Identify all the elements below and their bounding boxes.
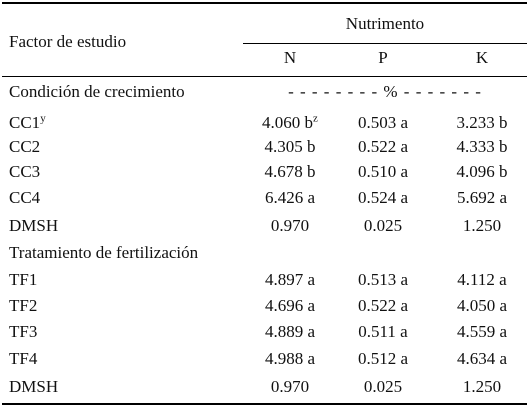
- cell-k: 3.233 b: [456, 113, 508, 132]
- cell-p: 0.511 a: [358, 322, 408, 341]
- row-label: CC3: [9, 162, 41, 181]
- cell-p: 0.524 a: [357, 188, 409, 207]
- cell-n: 6.426 a: [264, 188, 316, 207]
- footnote-marker: z: [313, 112, 318, 125]
- cell-n: 4.060 bz: [262, 112, 318, 132]
- cell-p: 0.522 a: [357, 137, 409, 156]
- column-header-k: K: [475, 48, 489, 67]
- cell-p: 0.513 a: [357, 270, 409, 289]
- cell-n: 4.889 a: [264, 322, 316, 341]
- cell-p: 0.503 a: [357, 113, 409, 132]
- row-label: DMSH: [9, 377, 59, 396]
- cell-k: 4.050 a: [456, 296, 508, 315]
- cell-n: 0.970: [270, 216, 310, 235]
- cell-k: 1.250: [462, 216, 502, 235]
- row-label: TF3: [9, 322, 38, 341]
- row-label: TF4: [9, 349, 38, 368]
- top-rule: [2, 2, 527, 4]
- cell-k: 4.096 b: [456, 162, 508, 181]
- cell-k: 4.112 a: [457, 270, 507, 289]
- row-label: CC2: [9, 137, 41, 156]
- cell-k: 4.559 a: [456, 322, 508, 341]
- factor-header: Factor de estudio: [9, 32, 127, 51]
- cell-n: 4.678 b: [264, 162, 316, 181]
- cell-p: 0.522 a: [357, 296, 409, 315]
- cell-k: 4.634 a: [456, 349, 508, 368]
- column-header-n: N: [283, 48, 297, 67]
- bottom-rule: [2, 403, 527, 405]
- row-label: TF1: [9, 270, 38, 289]
- section-title-fertilization-treatment: Tratamiento de fertilización: [9, 243, 199, 262]
- row-label: CC4: [9, 188, 41, 207]
- cell-n: 4.897 a: [264, 270, 316, 289]
- cell-n: 4.696 a: [264, 296, 316, 315]
- cell-k: 4.333 b: [456, 137, 508, 156]
- cell-p: 0.510 a: [357, 162, 409, 181]
- nutrient-group-header: Nutrimento: [345, 14, 425, 33]
- row-label: CC1y: [9, 112, 46, 132]
- column-header-p: P: [378, 48, 388, 67]
- section-title-growth-condition: Condición de crecimiento: [9, 82, 185, 101]
- cell-n: 4.988 a: [264, 349, 316, 368]
- cell-p: 0.512 a: [357, 349, 409, 368]
- cell-p: 0.025: [363, 377, 403, 396]
- cell-n: 4.305 b: [264, 137, 316, 156]
- cell-k: 5.692 a: [456, 188, 508, 207]
- cell-p: 0.025: [363, 216, 403, 235]
- footnote-marker: y: [40, 112, 46, 125]
- nutrient-group-rule: [243, 43, 527, 44]
- cell-k: 1.250: [462, 377, 502, 396]
- row-label: TF2: [9, 296, 38, 315]
- unit-marker: - - - - - - - - % - - - - - - -: [288, 82, 482, 101]
- row-label: DMSH: [9, 216, 59, 235]
- header-bottom-rule: [2, 76, 527, 77]
- cell-n: 0.970: [270, 377, 310, 396]
